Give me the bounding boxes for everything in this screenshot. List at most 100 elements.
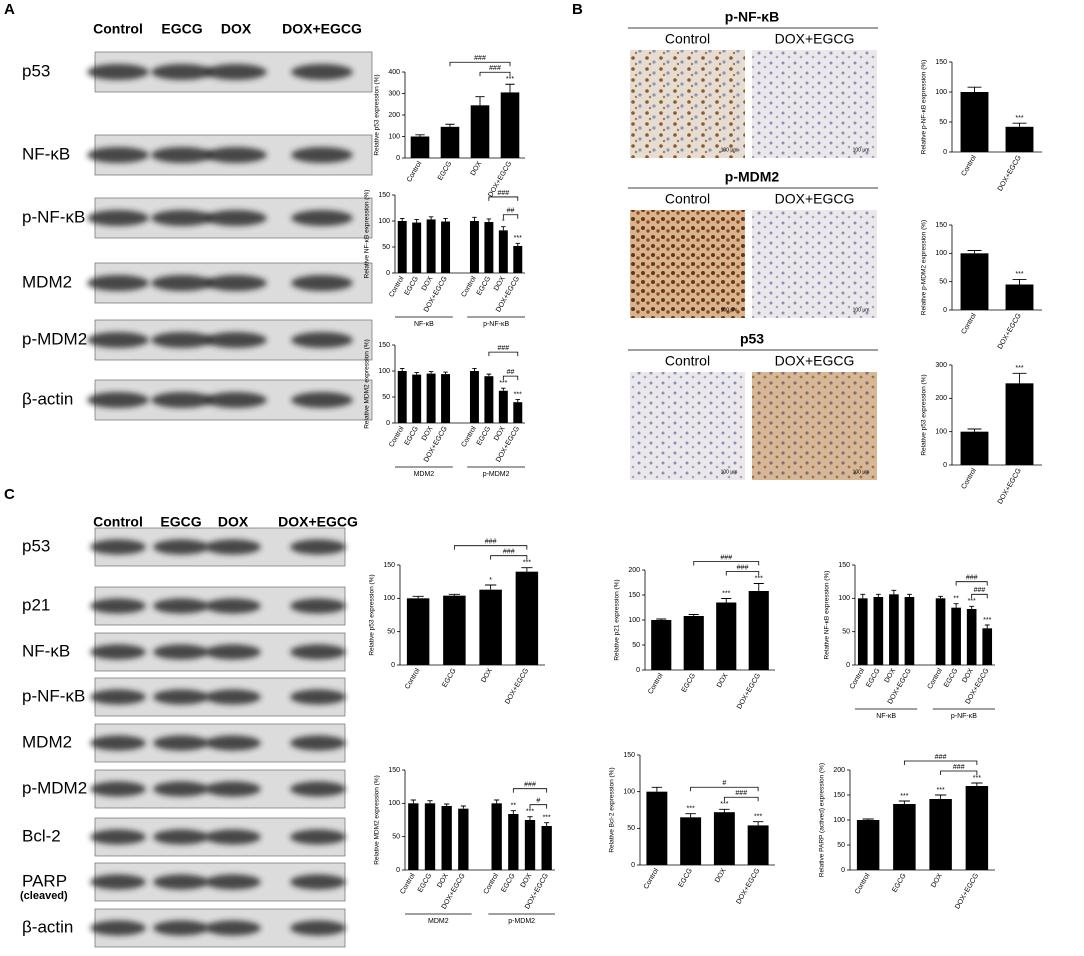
bar (716, 602, 737, 670)
blot-row-label: β-actin (22, 389, 73, 408)
blot-band (151, 332, 213, 348)
error-bar (935, 794, 947, 799)
blot-band (90, 735, 146, 751)
significance: *** (754, 814, 762, 821)
significance: * (489, 577, 492, 584)
significance: *** (900, 793, 908, 800)
lane-label: EGCG (160, 514, 201, 530)
error-bar (475, 96, 485, 106)
bar (424, 803, 436, 870)
blot-band (205, 644, 261, 660)
error-bar (721, 598, 732, 603)
error-bar (860, 593, 866, 599)
y-tick-label: 0 (846, 662, 850, 669)
significance: *** (755, 575, 763, 582)
x-tick-label: DOX (493, 275, 507, 292)
bracket (940, 770, 978, 775)
bar (426, 373, 436, 423)
bracket (502, 375, 519, 381)
ihc-group: DOX+EGCG (775, 31, 855, 47)
group-label: p-NF-κB (483, 321, 509, 328)
bar (524, 820, 536, 870)
ihc-group: DOX+EGCG (775, 353, 855, 369)
blot-band (205, 735, 261, 751)
y-tick-label: 100 (935, 429, 947, 436)
significance: *** (499, 380, 507, 387)
blot-band (87, 147, 149, 163)
x-tick-label: Control (388, 275, 406, 298)
blot-band (290, 920, 346, 936)
y-axis-label: Relative Bcl-2 expression (%) (609, 767, 616, 852)
y-tick-label: 150 (838, 562, 850, 569)
significance: *** (973, 775, 981, 782)
y-axis-label: Relative p-MDM2 expression (%) (921, 220, 928, 315)
x-tick-label: Control (460, 425, 478, 448)
y-tick-label: 0 (391, 662, 395, 669)
error-bar (753, 583, 764, 591)
blot-band (90, 598, 146, 614)
x-tick-label: EGCG (943, 667, 959, 688)
y-tick-label: 50 (842, 629, 850, 636)
blot-band (290, 735, 346, 751)
bar (929, 799, 952, 870)
x-tick-label: DOX+EGCG (736, 672, 762, 710)
blot-band (205, 147, 267, 163)
blot-band (153, 874, 209, 890)
y-tick-label: 150 (935, 222, 947, 229)
x-tick-label: Control (647, 672, 665, 695)
bracket-label: ### (737, 564, 749, 571)
x-tick-label: DOX (480, 667, 494, 684)
bracket-label: ### (497, 190, 509, 197)
blot-band (290, 689, 346, 705)
bracket-label: ### (974, 587, 986, 594)
bar (440, 126, 460, 158)
bar (397, 221, 407, 273)
y-tick-label: 0 (943, 149, 947, 156)
error-bar (472, 216, 477, 221)
blot-band (151, 392, 213, 408)
blot-band (290, 829, 346, 845)
error-bar (485, 584, 497, 590)
error-bar (891, 589, 897, 595)
error-bar (501, 387, 506, 391)
y-axis-label: Relative MDM2 expression (%) (364, 339, 371, 429)
blot-band (87, 392, 149, 408)
blot-band (151, 64, 213, 80)
blot-band (151, 275, 213, 291)
y-tick-label: 150 (383, 562, 395, 569)
y-axis-label: Relative p53 expression (%) (369, 574, 376, 655)
y-tick-label: 300 (935, 362, 947, 369)
lane-label: Control (93, 21, 143, 37)
y-tick-label: 150 (628, 592, 640, 599)
bracket (479, 71, 511, 77)
bracket (490, 555, 528, 560)
y-tick-label: 100 (833, 817, 845, 824)
bar (441, 806, 452, 870)
y-axis-label: Relative p53 expression (%) (374, 74, 381, 155)
significance: *** (514, 235, 522, 242)
bar (651, 620, 672, 670)
error-bar (410, 799, 416, 804)
x-tick-label: Control (404, 667, 422, 690)
y-tick-label: 150 (378, 342, 390, 349)
y-tick-label: 0 (943, 462, 947, 469)
x-tick-label: DOX (436, 872, 450, 889)
lane-label: Control (93, 514, 143, 530)
bracket-label: # (722, 780, 726, 787)
blot-row-label: p-MDM2 (22, 778, 87, 797)
y-tick-label: 150 (935, 59, 947, 66)
bar (748, 591, 769, 670)
error-bar (460, 805, 466, 809)
y-axis-label: Relative NF-κB expression (%) (364, 190, 371, 279)
blot-band (90, 920, 146, 936)
blot-band (153, 644, 209, 660)
bar (893, 804, 916, 870)
x-tick-label: EGCG (404, 425, 420, 446)
error-bar (651, 786, 663, 792)
error-bar (505, 83, 515, 93)
bar (713, 812, 735, 865)
error-bar (414, 218, 419, 223)
y-tick-label: 50 (627, 825, 635, 832)
y-tick-label: 0 (386, 420, 390, 427)
